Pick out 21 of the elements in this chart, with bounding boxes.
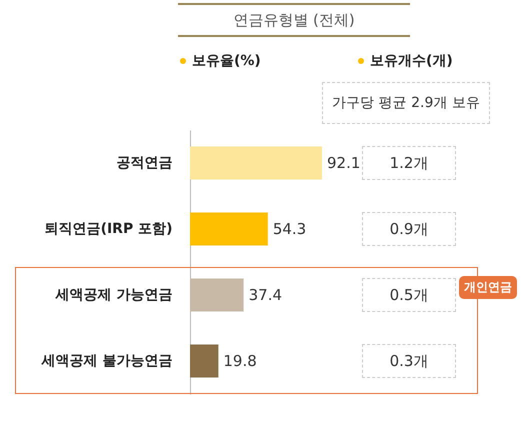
data-label: 92.1 (327, 154, 360, 172)
y-tick-label: 퇴직연금(IRP 포함) (44, 221, 172, 237)
y-tick-label: 세액공제 불가능연금 (40, 353, 172, 369)
data-label: 37.4 (248, 286, 282, 304)
chart-title: 연금유형별 (전체) (178, 3, 410, 37)
y-tick-label: 공적연금 (116, 155, 172, 171)
bar (190, 344, 218, 378)
bar (190, 278, 244, 312)
text: 보유개수(개) (370, 53, 453, 69)
y-tick-label: 세액공제 가능연금 (54, 287, 172, 303)
data-label: 19.8 (223, 352, 257, 370)
data-label: 54.3 (272, 220, 306, 238)
text: 0.9개 (362, 212, 456, 246)
text: 개인연금 (459, 276, 517, 299)
x-axis-title: 보유율(%) (192, 53, 261, 69)
bar (190, 212, 268, 246)
bar (190, 146, 322, 180)
note-box: 가구당 평균 2.9개 보유 (322, 82, 490, 124)
text: 1.2개 (362, 146, 456, 180)
text: 0.5개 (362, 278, 456, 312)
text: 0.3개 (362, 344, 456, 378)
